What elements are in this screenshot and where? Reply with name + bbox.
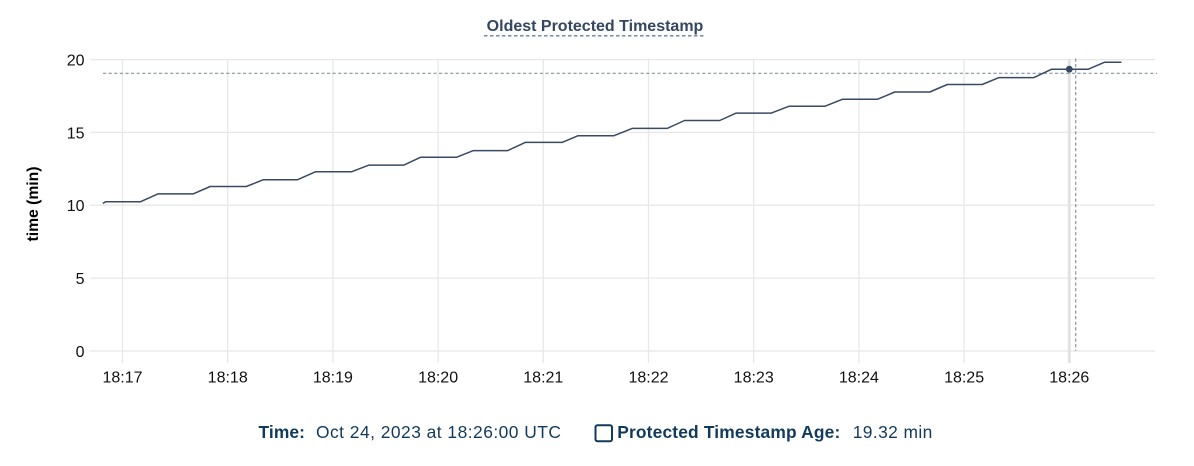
svg-text:time (min): time (min): [25, 167, 42, 242]
svg-text:18:23: 18:23: [734, 369, 774, 386]
svg-text:Oct 24, 2023 at 18:26:00 UTC: Oct 24, 2023 at 18:26:00 UTC: [316, 422, 561, 442]
svg-text:Oldest Protected Timestamp: Oldest Protected Timestamp: [487, 18, 704, 35]
svg-text:18:21: 18:21: [523, 369, 563, 386]
svg-text:19.32 min: 19.32 min: [853, 422, 933, 442]
svg-text:5: 5: [76, 271, 85, 288]
svg-text:18:22: 18:22: [628, 369, 668, 386]
svg-text:18:19: 18:19: [313, 369, 353, 386]
svg-text:20: 20: [67, 53, 85, 70]
svg-text:15: 15: [67, 125, 85, 142]
svg-text:18:26: 18:26: [1049, 369, 1089, 386]
svg-text:18:24: 18:24: [839, 369, 879, 386]
svg-text:Protected Timestamp Age:: Protected Timestamp Age:: [617, 422, 840, 442]
svg-text:0: 0: [76, 344, 85, 361]
svg-text:18:18: 18:18: [208, 369, 248, 386]
svg-text:18:20: 18:20: [418, 369, 458, 386]
svg-text:10: 10: [67, 198, 85, 215]
svg-text:18:17: 18:17: [102, 369, 142, 386]
svg-text:18:25: 18:25: [944, 369, 984, 386]
svg-text:Time:: Time:: [259, 422, 306, 442]
